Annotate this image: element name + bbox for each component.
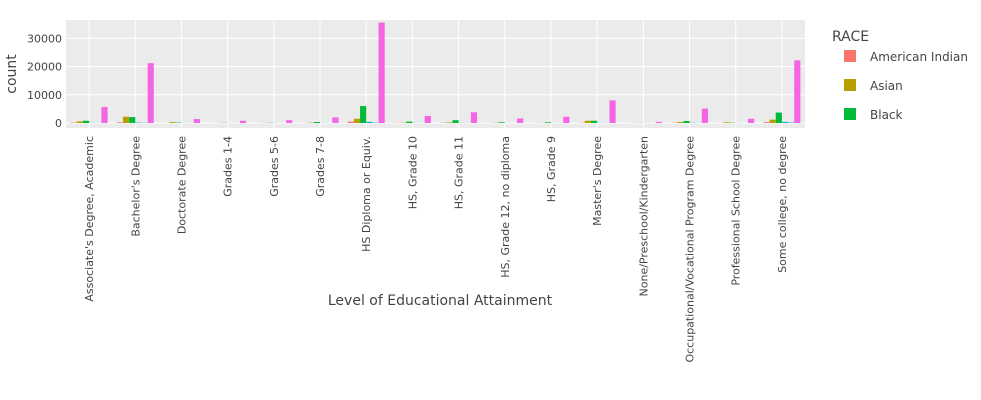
bar xyxy=(286,120,293,123)
bar xyxy=(122,116,130,123)
bar xyxy=(748,118,755,123)
x-tick-label: HS, Grade 10 xyxy=(406,136,419,209)
bar xyxy=(544,122,551,123)
bar xyxy=(723,122,730,123)
y-tick-label: 10000 xyxy=(27,89,62,102)
bar xyxy=(360,106,367,123)
bar xyxy=(470,112,478,123)
bar xyxy=(701,108,709,123)
legend-swatch xyxy=(844,108,856,120)
y-axis-title: count xyxy=(4,54,20,94)
bar xyxy=(353,118,361,123)
bar xyxy=(677,122,684,123)
x-tick-label: Associate's Degree, Academic xyxy=(83,136,96,302)
bar xyxy=(116,122,123,123)
x-tick-label: Grades 5-6 xyxy=(268,136,281,197)
x-tick-label: HS, Grade 11 xyxy=(453,136,466,209)
bar xyxy=(788,122,795,123)
x-axis-title: Level of Educational Attainment xyxy=(328,293,553,309)
bar xyxy=(147,63,154,123)
x-tick-label: None/Preschool/Kindergarten xyxy=(637,136,650,297)
bar xyxy=(332,117,339,123)
legend-label: Black xyxy=(870,108,903,122)
bar xyxy=(794,60,801,123)
bar xyxy=(169,122,176,123)
x-tick-label: Bachelor's Degree xyxy=(129,136,142,237)
bar xyxy=(781,121,789,123)
bar xyxy=(591,120,598,123)
x-tick-labels: Associate's Degree, Academic Bachelor's D… xyxy=(83,136,789,363)
bar xyxy=(584,120,591,123)
bar xyxy=(406,121,413,123)
bar xyxy=(313,122,321,123)
y-tick-label: 20000 xyxy=(27,61,62,74)
bar xyxy=(498,122,505,123)
bar xyxy=(517,118,524,123)
bar xyxy=(239,120,247,123)
bar xyxy=(452,120,459,123)
x-tick-label: Some college, no degree xyxy=(776,136,789,273)
bar xyxy=(366,121,373,123)
legend-title: RACE xyxy=(832,29,869,45)
bar xyxy=(763,122,770,123)
bar xyxy=(446,122,453,123)
bars xyxy=(70,22,801,123)
bar xyxy=(129,117,136,123)
bar xyxy=(347,121,354,123)
x-tick-label: Occupational/Vocational Program Degree xyxy=(684,136,697,363)
x-tick-label: HS, Grade 12, no diploma xyxy=(499,136,512,278)
x-tick-label: Master's Degree xyxy=(591,136,604,226)
bar xyxy=(82,120,90,123)
bar xyxy=(655,121,662,123)
gridlines xyxy=(66,20,805,128)
bar xyxy=(769,119,776,123)
y-tick-label: 30000 xyxy=(27,32,62,45)
x-tick-label: Grades 7-8 xyxy=(314,136,327,197)
x-tick-label: Doctorate Degree xyxy=(176,136,189,234)
x-tick-label: HS Diploma or Equiv. xyxy=(360,136,373,252)
plot-background xyxy=(66,20,805,128)
bar xyxy=(563,116,570,123)
bar xyxy=(609,100,616,123)
y-tick-label: 0 xyxy=(55,117,62,130)
legend: RACE American Indian Asian Black xyxy=(832,29,968,122)
legend-swatch xyxy=(844,50,856,62)
bar xyxy=(683,121,690,123)
bar xyxy=(101,106,108,123)
bar xyxy=(775,112,782,123)
bar xyxy=(424,115,431,123)
y-tick-labels: 0 10000 20000 30000 xyxy=(27,32,62,130)
legend-label: Asian xyxy=(870,79,903,93)
x-tick-label: HS, Grade 9 xyxy=(545,136,558,202)
x-tick-label: Grades 1-4 xyxy=(222,136,235,197)
x-tick-label: Professional School Degree xyxy=(730,136,743,286)
legend-label: American Indian xyxy=(870,50,968,64)
bar xyxy=(76,121,83,123)
legend-swatch xyxy=(844,79,856,91)
bar xyxy=(193,119,200,123)
bar xyxy=(378,22,385,123)
